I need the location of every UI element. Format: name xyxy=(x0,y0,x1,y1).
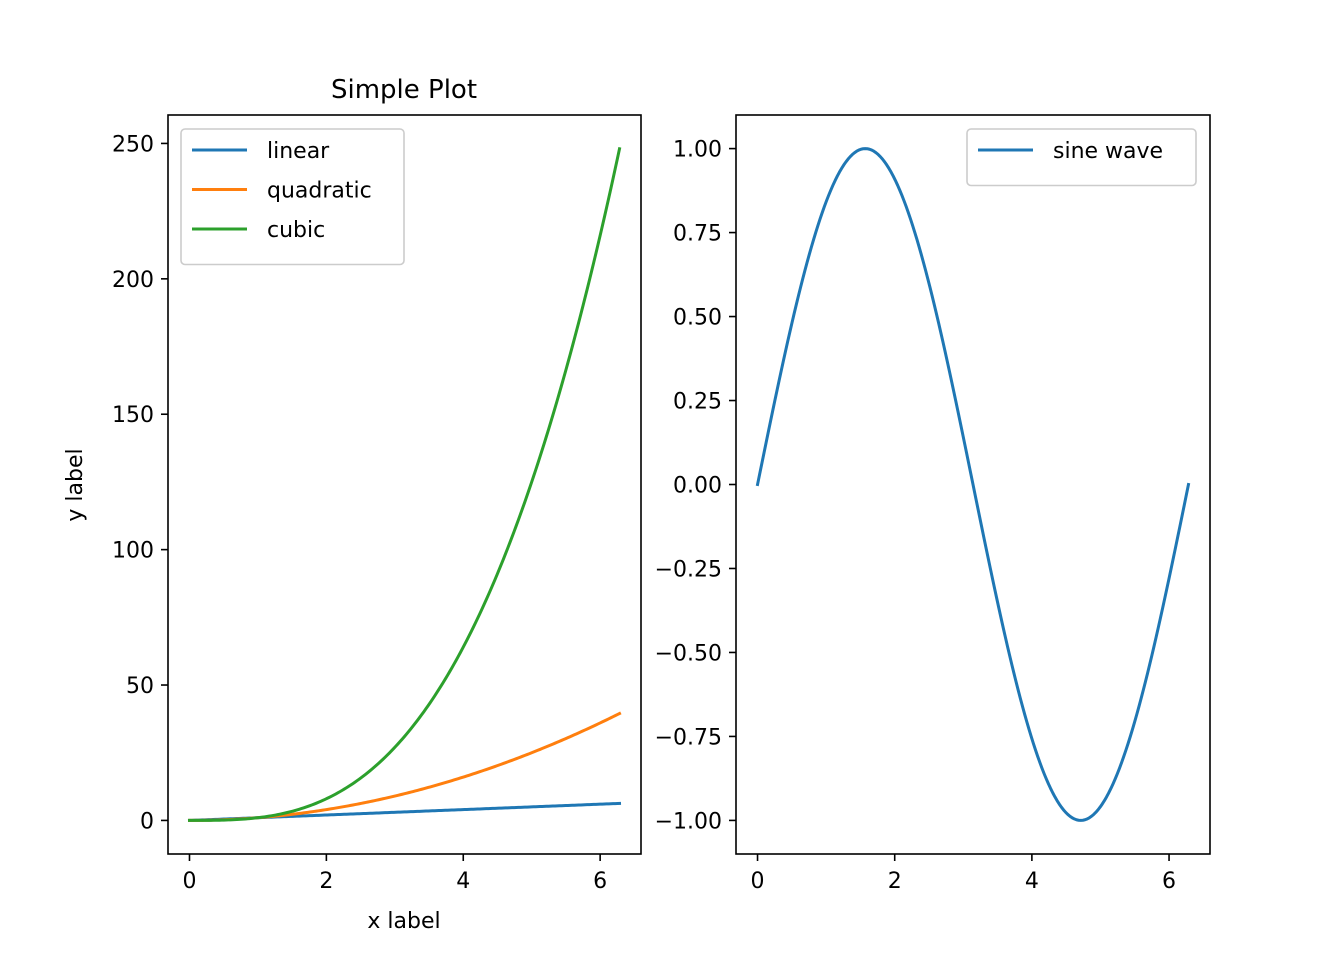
legend-label-cubic: cubic xyxy=(267,218,325,243)
x-tick-label: 2 xyxy=(888,869,902,894)
x-tick-label: 6 xyxy=(593,869,607,894)
y-tick-label: 150 xyxy=(112,403,154,428)
right-plot-lines xyxy=(755,147,1191,822)
left-chart-title: Simple Plot xyxy=(331,75,477,105)
left-legend: linear quadratic cubic xyxy=(180,128,405,266)
y-tick-label: −1.00 xyxy=(655,809,722,834)
y-tick-label: 0.75 xyxy=(673,222,722,247)
left-axis-ticks: 0 2 4 6 0 50 100 150 200 250 xyxy=(112,132,607,894)
x-tick-label: 4 xyxy=(1025,869,1039,894)
x-tick-label: 4 xyxy=(456,869,470,894)
y-tick-label: 0.00 xyxy=(673,474,722,499)
y-tick-label: 250 xyxy=(112,132,154,157)
legend-label-quadratic: quadratic xyxy=(267,179,372,204)
y-tick-label: 0.50 xyxy=(673,306,722,331)
right-subplot: 0 2 4 6 −1.00 −0.75 −0.50 −0.25 0.00 0.25 0.50 0.75… xyxy=(655,114,1211,894)
left-axes-frame xyxy=(167,114,642,855)
legend-label-linear: linear xyxy=(267,139,330,164)
left-plot-lines xyxy=(187,146,622,822)
y-tick-label: 0.25 xyxy=(673,390,722,415)
right-axis-ticks: 0 2 4 6 −1.00 −0.75 −0.50 −0.25 0.00 0.25 0.50 0.75… xyxy=(655,138,1176,894)
series-line-cubic xyxy=(187,146,622,822)
legend-box xyxy=(966,128,1197,187)
right-legend: sine wave xyxy=(966,128,1197,187)
y-tick-label: −0.75 xyxy=(655,725,722,750)
x-tick-label: 0 xyxy=(182,869,196,894)
x-tick-label: 2 xyxy=(319,869,333,894)
left-x-axis-label: x label xyxy=(367,909,440,934)
x-tick-label: 0 xyxy=(751,869,765,894)
right-axes-frame xyxy=(735,114,1211,855)
series-line-sine-wave xyxy=(755,147,1191,822)
x-tick-label: 6 xyxy=(1162,869,1176,894)
y-tick-label: 100 xyxy=(112,539,154,564)
y-tick-label: −0.25 xyxy=(655,557,722,582)
y-tick-label: 1.00 xyxy=(673,138,722,163)
y-tick-label: 200 xyxy=(112,268,154,293)
y-tick-label: 0 xyxy=(140,809,154,834)
left-y-axis-label: y label xyxy=(63,448,88,521)
y-tick-label: −0.50 xyxy=(655,641,722,666)
legend-box xyxy=(180,128,405,266)
legend-label-sine-wave: sine wave xyxy=(1053,139,1163,164)
y-tick-label: 50 xyxy=(126,674,154,699)
